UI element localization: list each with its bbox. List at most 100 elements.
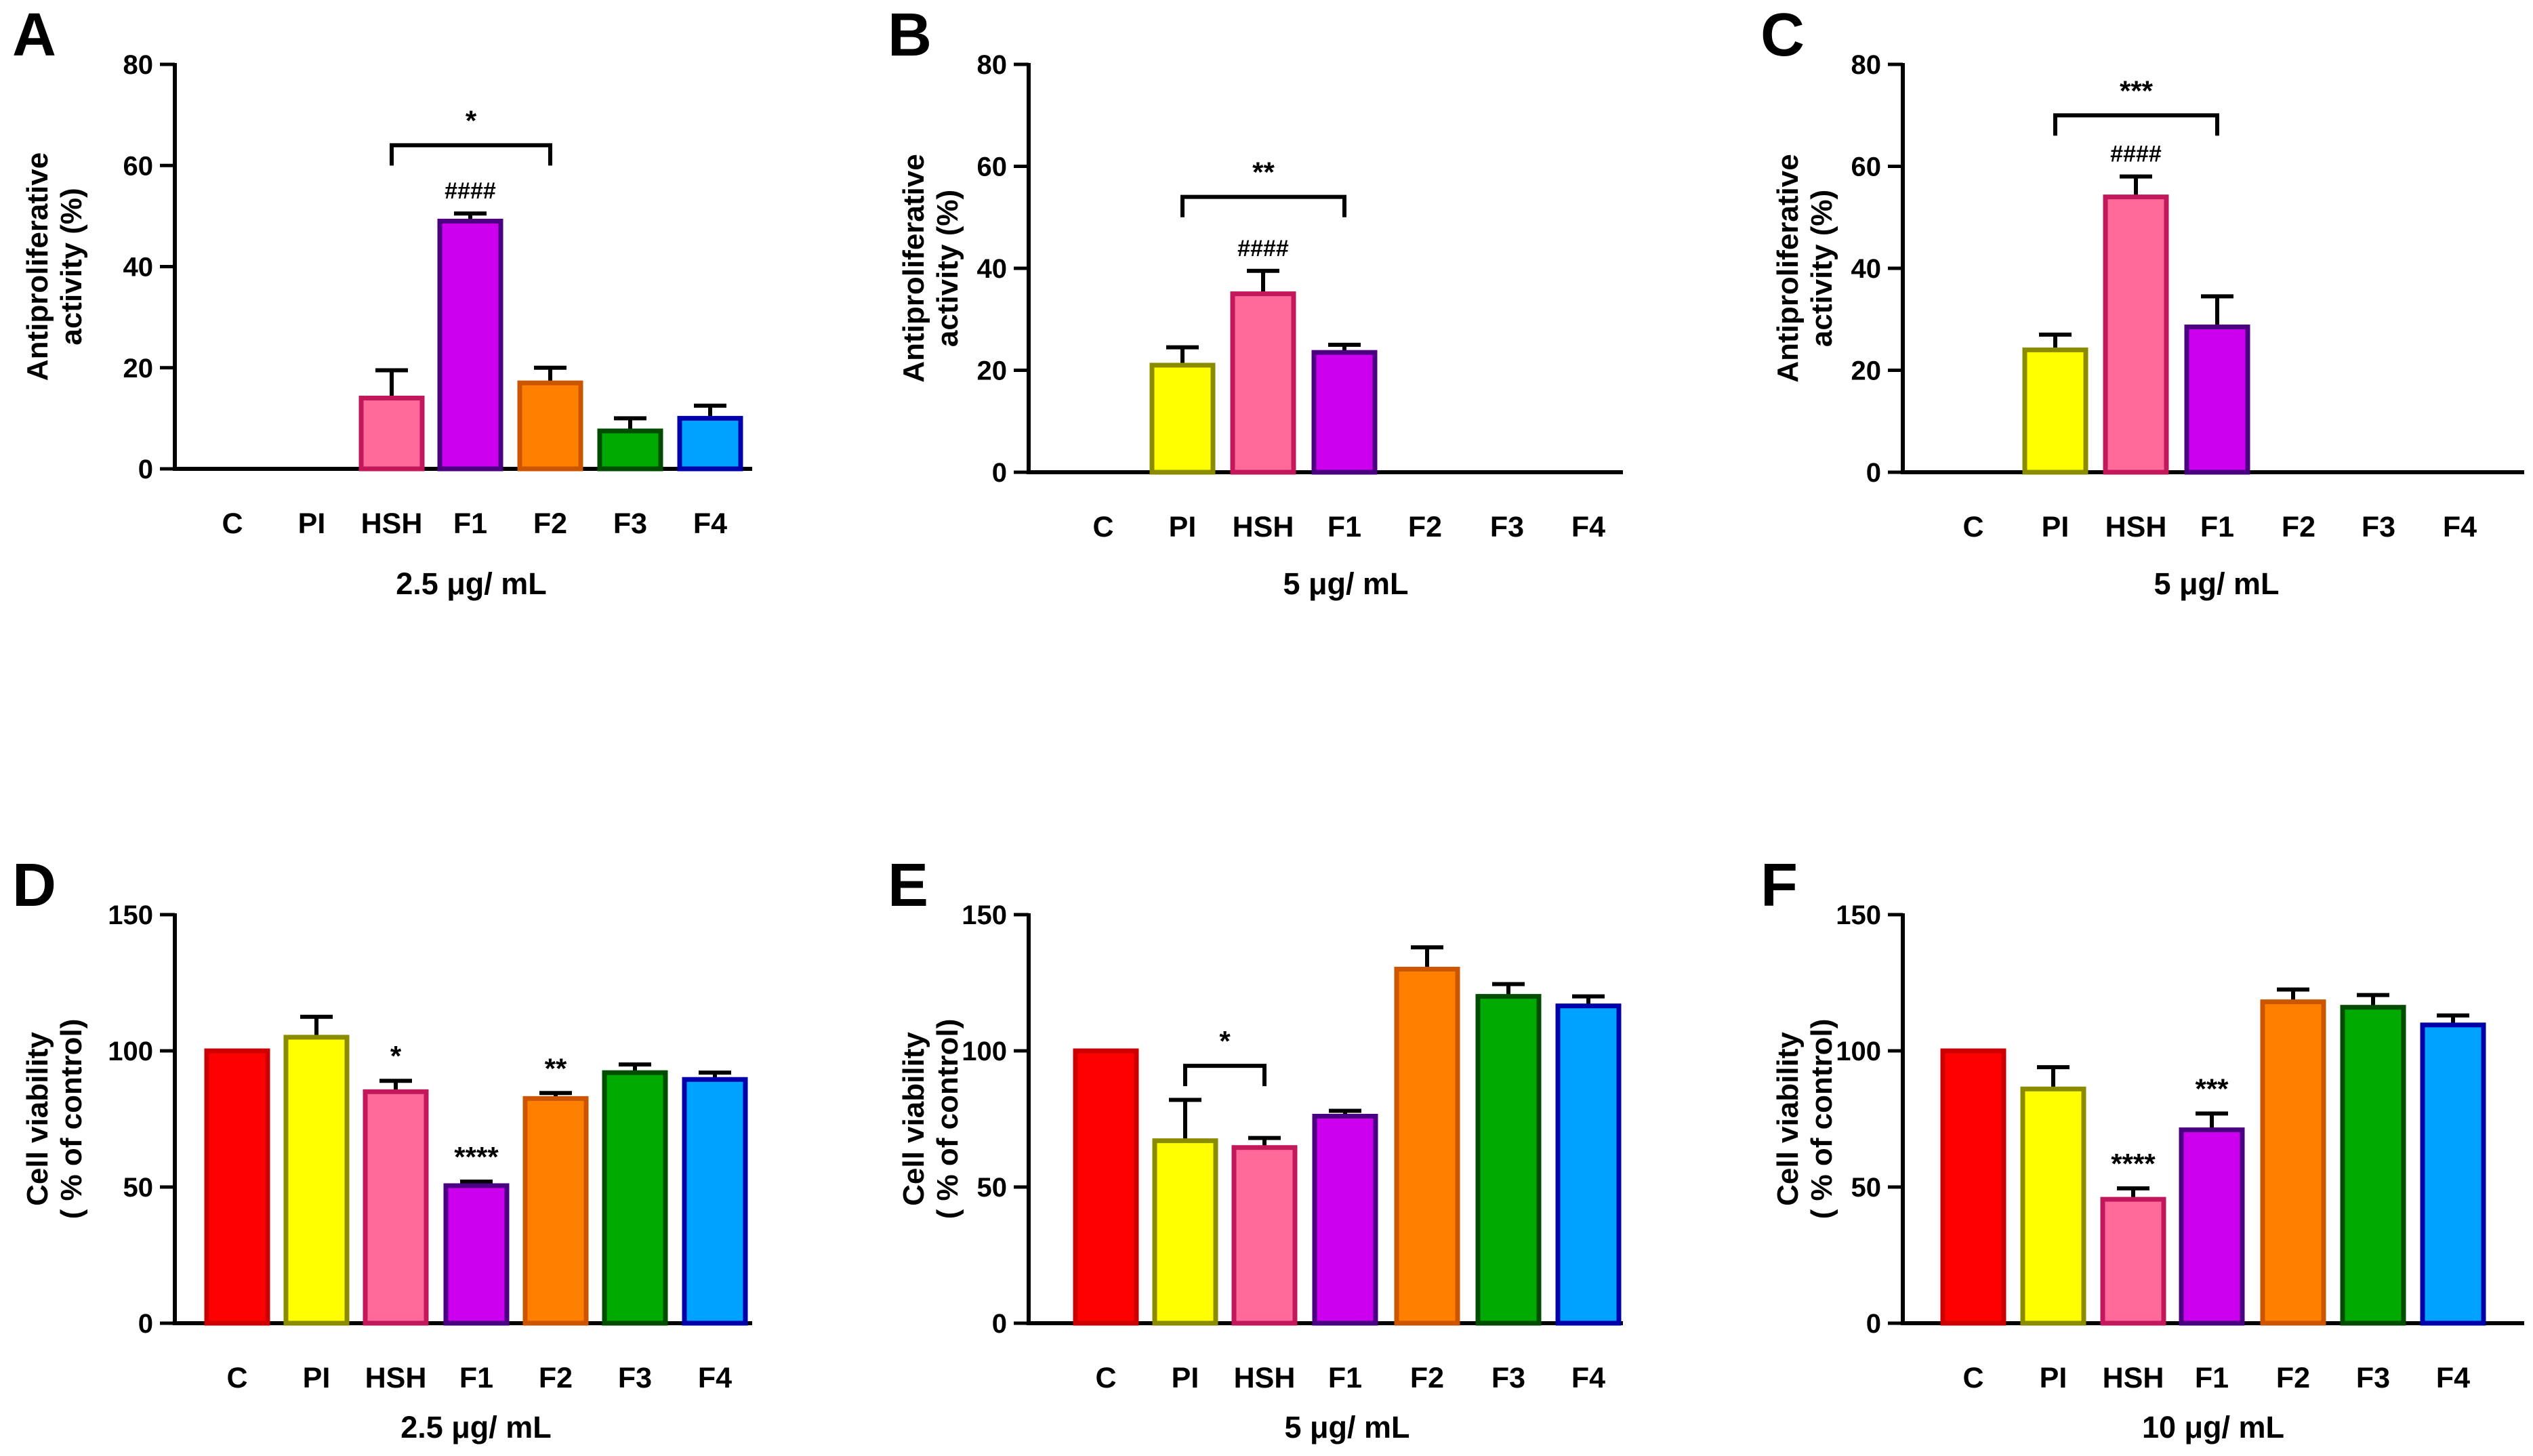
bar-c — [1073, 1048, 1139, 1326]
y-axis-label-line: ( % of control) — [1805, 1019, 1838, 1220]
x-tick-label: F1 — [459, 1362, 493, 1394]
y-tick-label: 60 — [123, 151, 154, 181]
y-tick-label: 0 — [992, 458, 1007, 488]
bracket-label: * — [1219, 1025, 1231, 1057]
bar-hsh — [1230, 291, 1296, 475]
y-tick-label: 50 — [123, 1173, 154, 1203]
x-tick-label: HSH — [361, 507, 423, 540]
y-tick-label: 40 — [123, 253, 154, 283]
bar-hsh — [363, 1089, 429, 1326]
x-tick-label: F2 — [2276, 1362, 2310, 1394]
y-tick-label: 60 — [1851, 152, 1882, 182]
y-tick-label: 0 — [992, 1309, 1007, 1339]
bar-pi — [2022, 347, 2088, 475]
significance-bracket — [390, 143, 552, 166]
y-tick-label: 100 — [1836, 1037, 1881, 1066]
panel-letter: A — [12, 1, 56, 69]
x-tick-label: F1 — [2200, 511, 2234, 543]
x-tick-label: HSH — [365, 1362, 427, 1394]
x-tick-label: C — [226, 1362, 247, 1394]
y-tick-label: 80 — [1851, 50, 1882, 80]
x-tick-label: F3 — [613, 507, 647, 540]
bar-f2 — [1394, 966, 1460, 1326]
panel-a: A 0 20 40 60 80 Antiproliferativeactivity (%) C… — [12, 1, 752, 601]
bar-hsh — [2103, 194, 2169, 475]
x-tick-label: F1 — [453, 507, 487, 540]
bar-f4 — [1555, 1003, 1622, 1326]
bar-pi — [1149, 362, 1216, 475]
y-axis-label: Cell viability( % of control) — [1771, 1019, 1838, 1220]
significance-bracket — [1180, 194, 1346, 217]
bar-f3 — [602, 1070, 668, 1326]
y-axis-label-line: Cell viability — [1771, 1032, 1805, 1206]
y-axis-label-line: activity (%) — [55, 188, 88, 345]
panel-letter: C — [1760, 1, 1805, 69]
x-tick-label: HSH — [2105, 511, 2167, 543]
y-tick-label: 20 — [123, 354, 154, 383]
panel-letter: E — [888, 852, 928, 919]
x-tick-label: PI — [2042, 511, 2069, 543]
bar-hsh — [2100, 1197, 2166, 1326]
hash-label: #### — [1237, 236, 1289, 262]
y-axis-label-line: ( % of control) — [931, 1019, 964, 1220]
y-tick-label: 40 — [1851, 254, 1882, 284]
x-tick-label: F1 — [2195, 1362, 2229, 1394]
y-axis-label-line: Antiproliferative — [21, 152, 54, 381]
panel-c: C 0 20 40 60 80 Antiproliferativeactivity (%) C… — [1760, 1, 2524, 601]
y-axis-label: Antiproliferativeactivity (%) — [21, 152, 88, 381]
x-tick-label: F1 — [1328, 1362, 1362, 1394]
x-tick-label: F2 — [539, 1362, 573, 1394]
y-tick-label: 100 — [962, 1037, 1007, 1066]
y-tick-label: 40 — [977, 254, 1008, 284]
bar-f2 — [517, 380, 583, 472]
bar-f3 — [597, 428, 663, 472]
bar-f1 — [443, 1183, 510, 1326]
x-axis-label: 5 μg/ mL — [2154, 566, 2279, 601]
bar-f3 — [2340, 1005, 2406, 1326]
bar-f1 — [437, 218, 503, 472]
x-axis-label: 2.5 μg/ mL — [396, 566, 547, 601]
bar-f1 — [1312, 1113, 1378, 1326]
x-axis-label: 5 μg/ mL — [1284, 1410, 1409, 1444]
bar-f4 — [677, 415, 743, 472]
y-axis-label-line: Cell viability — [21, 1032, 54, 1206]
x-tick-label: PI — [1172, 1362, 1199, 1394]
x-tick-label: F3 — [1490, 511, 1524, 543]
y-tick-label: 20 — [977, 356, 1008, 386]
x-tick-label: PI — [2040, 1362, 2067, 1394]
y-tick-label: 80 — [123, 50, 154, 80]
significance-bracket — [2053, 113, 2219, 136]
x-tick-label: F3 — [1491, 1362, 1525, 1394]
bar-f1 — [1311, 350, 1378, 475]
bar-f2 — [2260, 999, 2326, 1326]
x-tick-label: F2 — [1408, 511, 1442, 543]
y-axis-label-line: activity (%) — [931, 190, 964, 347]
y-axis-label-line: ( % of control) — [55, 1019, 88, 1220]
panel-letter: F — [1760, 852, 1798, 919]
y-axis-label: Cell viability( % of control) — [21, 1019, 88, 1220]
y-tick-label: 0 — [138, 455, 153, 484]
x-tick-label: C — [1962, 1362, 1983, 1394]
y-tick-label: 0 — [138, 1309, 153, 1339]
y-axis-label: Antiproliferativeactivity (%) — [1771, 154, 1838, 382]
x-tick-label: C — [1962, 511, 1983, 543]
x-axis-label: 10 μg/ mL — [2142, 1410, 2284, 1444]
x-tick-label: F4 — [1571, 511, 1605, 543]
x-tick-label: C — [1092, 511, 1113, 543]
x-tick-label: F2 — [533, 507, 567, 540]
x-axis-label: 2.5 μg/ mL — [400, 1410, 552, 1444]
x-tick-label: F2 — [2282, 511, 2315, 543]
bar-f2 — [522, 1096, 589, 1326]
bar-pi — [1152, 1138, 1218, 1326]
x-tick-label: HSH — [2103, 1362, 2164, 1394]
bar-f4 — [682, 1077, 748, 1326]
x-tick-label: PI — [1169, 511, 1197, 543]
x-tick-label: F4 — [2443, 511, 2477, 543]
y-tick-label: 0 — [1866, 1309, 1881, 1339]
panel-letter: B — [888, 1, 932, 69]
x-tick-label: F4 — [1571, 1362, 1605, 1394]
x-tick-label: F4 — [2436, 1362, 2470, 1394]
bar-c — [1940, 1048, 2006, 1326]
